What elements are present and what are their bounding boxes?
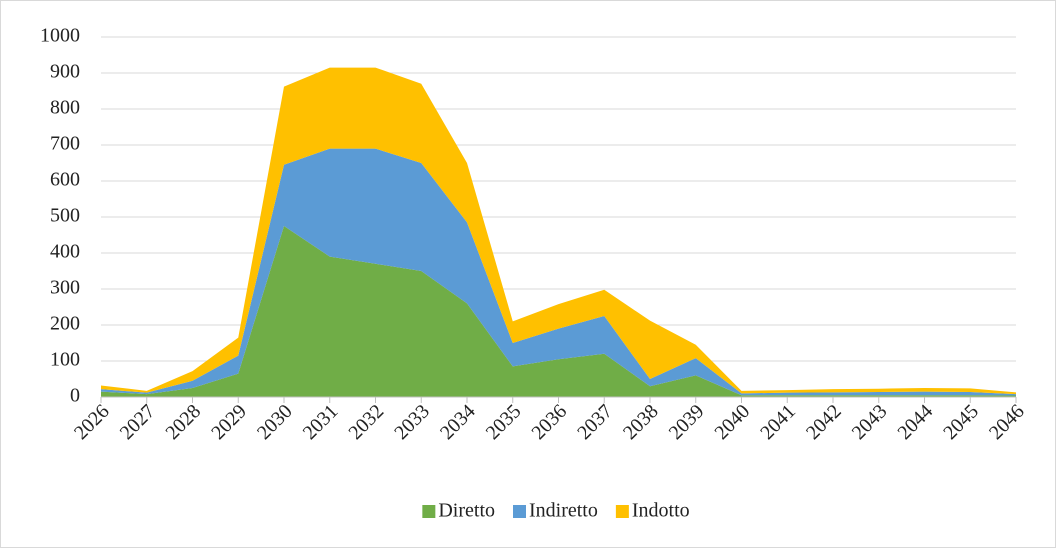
legend-label: Indiretto xyxy=(529,500,598,522)
area xyxy=(101,226,1016,397)
y-tick-label: 200 xyxy=(50,313,80,335)
y-tick-label: 0 xyxy=(70,385,80,407)
area xyxy=(101,148,1016,396)
legend-label: Indotto xyxy=(632,500,690,522)
y-tick-label: 900 xyxy=(50,61,80,83)
y-tick-label: 400 xyxy=(50,241,80,263)
y-tick-label: 300 xyxy=(50,277,80,299)
y-tick-label: 500 xyxy=(50,205,80,227)
y-tick-label: 1000 xyxy=(40,25,80,47)
y-tick-label: 600 xyxy=(50,169,80,191)
legend-swatch xyxy=(615,505,629,518)
y-tick-label: 800 xyxy=(50,97,80,119)
legend-swatch xyxy=(513,505,526,518)
legend-swatch xyxy=(422,505,436,518)
legend: Diretto Indiretto Indotto xyxy=(422,500,690,522)
legend-label: Diretto xyxy=(438,500,495,522)
y-tick-label: 700 xyxy=(50,133,80,155)
y-tick-label: 100 xyxy=(50,349,80,371)
